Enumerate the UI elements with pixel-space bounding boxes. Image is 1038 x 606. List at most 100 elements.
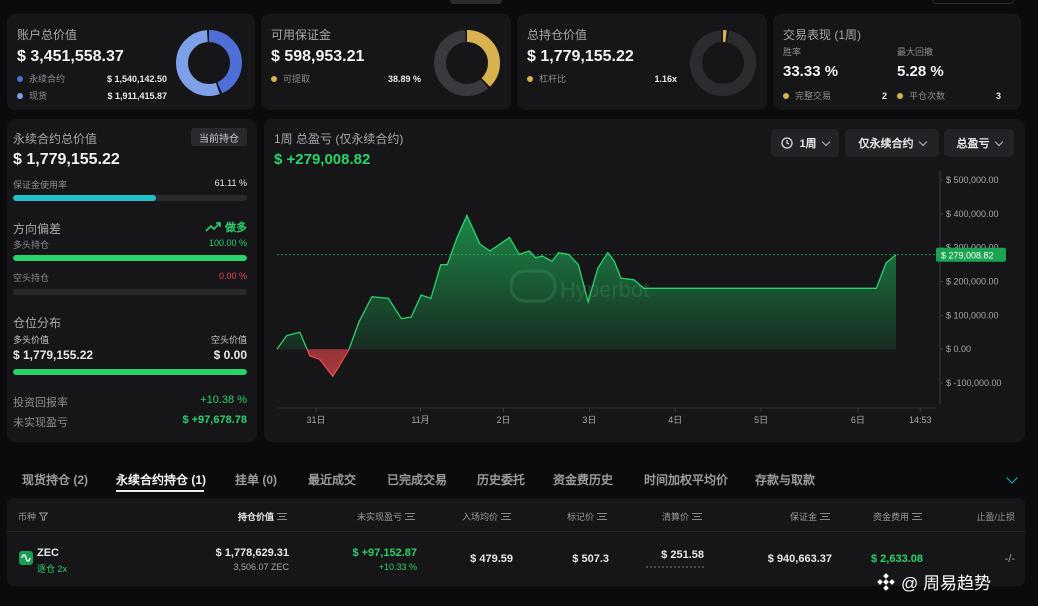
mark-price: $ 507.3 bbox=[572, 553, 609, 565]
x-tick-label: 6日 bbox=[851, 415, 865, 425]
long-value-label: 多头价值 bbox=[13, 335, 50, 345]
y-tick-label: $ 400,000.00 bbox=[946, 209, 999, 219]
short-value: $ 0.00 bbox=[213, 348, 247, 362]
sort-icon[interactable] bbox=[597, 513, 607, 520]
tp-sl[interactable]: -/- bbox=[1004, 553, 1015, 565]
sort-icon[interactable] bbox=[501, 513, 511, 520]
long-holding-value: 100.00 % bbox=[208, 238, 247, 248]
margin-value: $ 598,953.21 bbox=[271, 48, 365, 65]
donut-segment bbox=[434, 30, 500, 96]
distribution-bar bbox=[13, 369, 247, 375]
sort-icon[interactable] bbox=[912, 513, 922, 520]
donut-segment bbox=[690, 30, 756, 96]
tab-0[interactable]: 现货持仓 (2) bbox=[22, 473, 89, 487]
y-tick-label: $ 100,000.00 bbox=[946, 310, 999, 320]
coin-symbol[interactable]: ZEC bbox=[37, 547, 59, 559]
tab-5[interactable]: 历史委托 bbox=[477, 473, 526, 487]
leverage-row: 杠杆比 1.16x bbox=[527, 72, 677, 85]
long-holding-bar bbox=[13, 255, 247, 261]
column-header-1[interactable]: 持仓价值 bbox=[238, 510, 287, 523]
column-header-0[interactable]: 币种 bbox=[18, 510, 49, 523]
trend-up-icon bbox=[205, 222, 221, 232]
sort-icon[interactable] bbox=[405, 513, 415, 520]
column-header-2[interactable]: 未实现盈亏 bbox=[357, 510, 415, 523]
max-drawdown-value: 5.28 % bbox=[897, 63, 944, 80]
leverage-dot bbox=[527, 75, 533, 82]
leverage-value: 1.16x bbox=[654, 73, 677, 84]
x-tick-label: 2日 bbox=[496, 415, 510, 425]
column-header-3[interactable]: 入场均价 bbox=[462, 510, 511, 523]
tab-2[interactable]: 挂单 (0) bbox=[235, 473, 278, 487]
long-holding-label: 多头持仓 bbox=[13, 240, 50, 250]
pnl-line bbox=[276, 213, 897, 350]
collapse-chevron-icon[interactable] bbox=[1006, 472, 1018, 484]
withdrawable-dot bbox=[271, 75, 277, 82]
spot-value: $ 1,911,415.87 bbox=[107, 90, 167, 101]
account-value: $ 3,451,558.37 bbox=[17, 48, 124, 65]
metric-dropdown[interactable]: 总盈亏 bbox=[944, 129, 1014, 157]
account-value-card: 账户总价值 $ 3,451,558.37 永续合约 $ 1,540,142.50… bbox=[7, 14, 255, 110]
sort-icon[interactable] bbox=[692, 513, 702, 520]
column-header-label: 资金费用 bbox=[872, 512, 909, 522]
margin-usage-bar bbox=[13, 195, 247, 201]
withdrawable-label: 可提取 bbox=[283, 74, 311, 84]
tab-6[interactable]: 资金费历史 bbox=[553, 473, 614, 487]
margin-usage-value: 61.11 % bbox=[214, 178, 247, 188]
tab-3[interactable]: 最近成交 bbox=[308, 473, 357, 487]
withdrawable-value: 38.89 % bbox=[387, 73, 421, 84]
margin-usage-label: 保证金使用率 bbox=[13, 180, 68, 190]
column-header-8[interactable]: 止盈/止损 bbox=[976, 510, 1015, 523]
unrealized-pnl-pct: +10.33 % bbox=[378, 562, 417, 572]
account-row-perp: 永续合约 $ 1,540,142.50 bbox=[17, 72, 167, 85]
profit-area bbox=[277, 215, 896, 350]
period-label: 1周 bbox=[799, 138, 817, 150]
close-label: 平仓次数 bbox=[909, 91, 946, 101]
position-value: $ 1,778,629.31 bbox=[215, 547, 289, 559]
roi-label: 投资回报率 bbox=[13, 397, 68, 409]
tab-8[interactable]: 存款与取款 bbox=[755, 473, 816, 487]
top-right-pill bbox=[932, 0, 1014, 4]
column-header-label: 未实现盈亏 bbox=[356, 512, 402, 522]
perp-panel: 永续合约总价值 当前持仓 $ 1,779,155.22 保证金使用率 61.11… bbox=[7, 119, 257, 442]
tab-7[interactable]: 时间加权平均价 bbox=[644, 473, 729, 487]
unrealized-pnl-value: $ +97,678.78 bbox=[182, 414, 247, 426]
x-tick-label: 31日 bbox=[307, 415, 326, 425]
donut-segment bbox=[690, 30, 756, 96]
performance-title: 交易表现 (1周) bbox=[783, 28, 862, 42]
y-tick-label: $ -100,000.00 bbox=[946, 378, 1002, 388]
column-header-7[interactable]: 资金费用 bbox=[873, 510, 922, 523]
filter-label: 仅永续合约 bbox=[858, 138, 914, 150]
tab-1[interactable]: 永续合约持仓 (1) bbox=[116, 473, 207, 487]
liquidation-dotted-underline bbox=[646, 566, 704, 568]
bias-indicator: 做多 bbox=[205, 219, 247, 235]
sort-icon[interactable] bbox=[820, 513, 830, 520]
x-tick-label: 3日 bbox=[582, 415, 596, 425]
long-value: $ 1,779,155.22 bbox=[13, 348, 94, 362]
perp-value: $ 1,540,142.50 bbox=[106, 73, 167, 84]
period-dropdown[interactable]: 1周 bbox=[771, 129, 839, 157]
perp-dot bbox=[17, 75, 23, 82]
hl-logo-icon bbox=[21, 554, 31, 562]
direction-bias-label: 方向偏差 bbox=[13, 222, 62, 236]
y-tick-label: $ 200,000.00 bbox=[946, 277, 999, 287]
column-header-4[interactable]: 标记价 bbox=[567, 510, 607, 523]
current-positions-tag[interactable]: 当前持仓 bbox=[191, 128, 247, 146]
funding-fee: $ 2,633.08 bbox=[871, 553, 923, 565]
column-header-5[interactable]: 清算价 bbox=[662, 510, 702, 523]
tab-4[interactable]: 已完成交易 bbox=[387, 473, 448, 487]
loss-area bbox=[277, 349, 896, 377]
column-header-label: 保证金 bbox=[789, 512, 817, 522]
margin-title: 可用保证金 bbox=[271, 28, 332, 42]
y-tick-label: $ 0.00 bbox=[946, 344, 971, 354]
donut-segment bbox=[176, 30, 242, 96]
perp-only-dropdown[interactable]: 仅永续合约 bbox=[845, 129, 939, 157]
sort-icon[interactable] bbox=[277, 513, 287, 520]
position-size: 3,506.07 ZEC bbox=[233, 562, 289, 572]
column-header-6[interactable]: 保证金 bbox=[790, 510, 830, 523]
column-header-label: 币种 bbox=[18, 512, 37, 522]
filter-icon[interactable] bbox=[39, 512, 49, 521]
short-value-label: 空头价值 bbox=[210, 335, 247, 345]
liquidation-price: $ 251.58 bbox=[661, 549, 704, 561]
positions-title: 总持仓价值 bbox=[527, 28, 588, 42]
positions-card: 总持仓价值 $ 1,779,155.22 杠杆比 1.16x bbox=[517, 14, 767, 110]
